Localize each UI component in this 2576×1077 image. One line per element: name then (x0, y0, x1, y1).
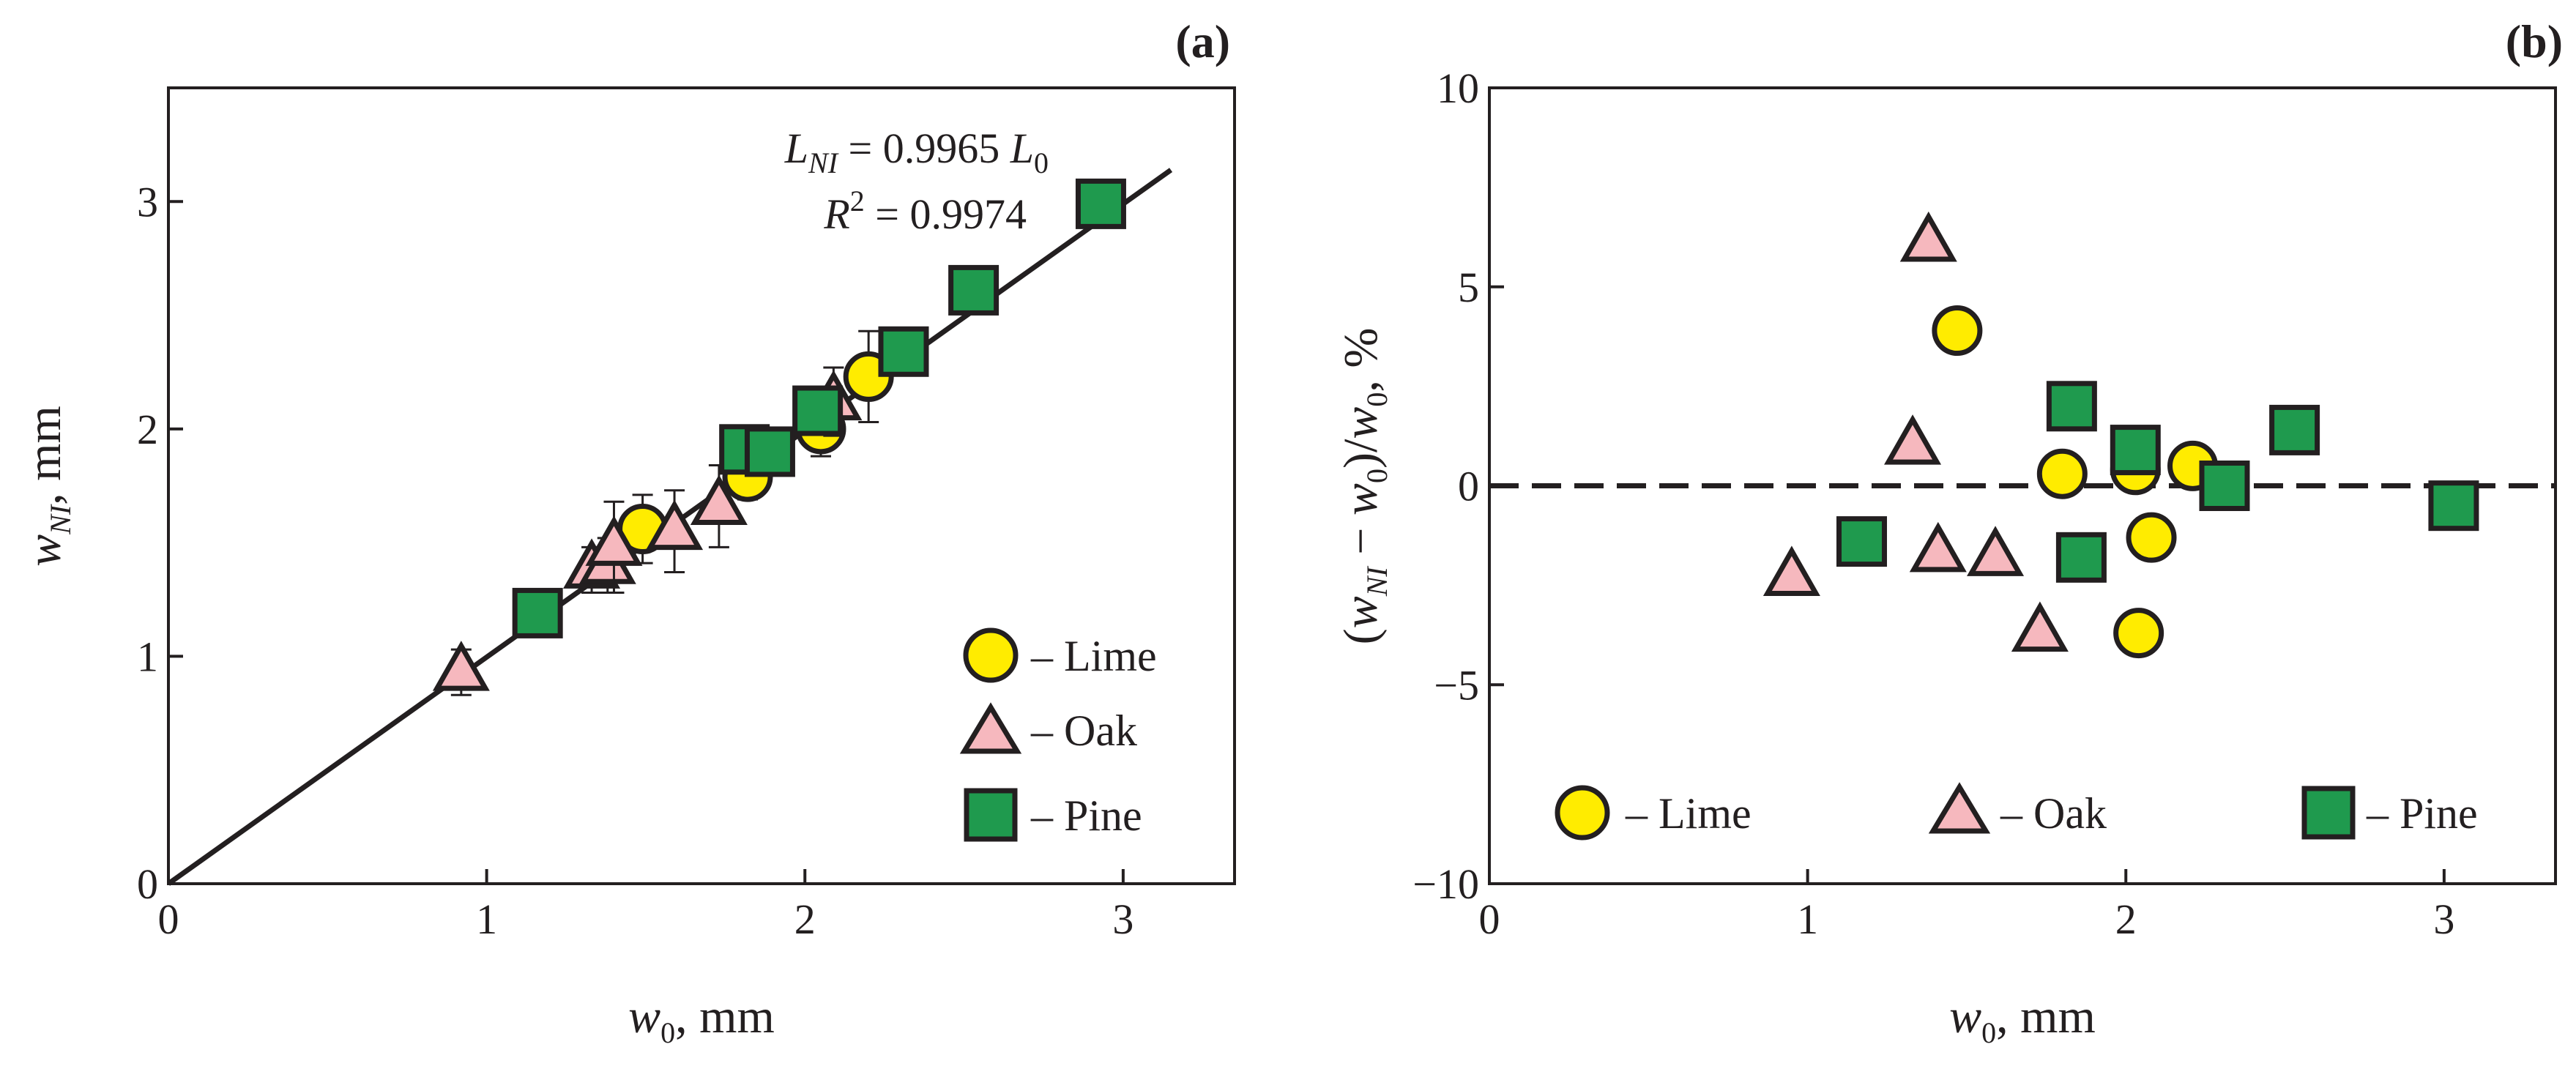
pine-point (792, 385, 844, 436)
panel-a-chart: (a) 0 1 2 3 0 1 2 3 LNI = 0.9965 L0 R2 = 0.9974… (18, 15, 1236, 1049)
lime-point (2036, 448, 2088, 499)
pine-point (2199, 461, 2250, 511)
panel-b-x-tick-label: 1 (1797, 895, 1818, 943)
panel-b-x-tick-label: 0 (1479, 895, 1500, 943)
pine-point (2046, 381, 2097, 432)
oak-point (1884, 414, 1942, 465)
panel-a-legend-oak-marker (959, 702, 1022, 754)
panel-a-plot-frame (167, 86, 1236, 885)
oak-point (690, 474, 748, 525)
panel-b-y-tick-label: 0 (1458, 463, 1479, 510)
oak-point (1899, 211, 1957, 262)
lime-point (2126, 512, 2177, 563)
panel-a-label: (a) (1175, 15, 1230, 67)
panel-b-legend-oak-marker (1928, 782, 1991, 834)
oak-point (1909, 521, 1967, 573)
oak-point (1967, 526, 2025, 576)
panel-b-y-tick-label: 10 (1437, 64, 1479, 112)
panel-a-legend-oak-label: – Oak (1030, 707, 1137, 755)
panel-b-legend-lime-label: – Lime (1625, 789, 1752, 838)
pine-point (2269, 404, 2320, 455)
pine-point (744, 426, 795, 477)
panel-a-fit-equation: LNI = 0.9965 L0 (784, 124, 1049, 179)
pine-point (948, 264, 999, 316)
panel-b-legend-lime-marker (1555, 785, 1610, 841)
panel-b-x-axis-title: w0, mm (1949, 990, 2096, 1049)
pine-point (878, 326, 929, 377)
panel-b-legend: – Lime – Oak – Pine (1555, 782, 2478, 841)
panel-a-x-tick-label: 2 (794, 895, 816, 943)
oak-point (1762, 545, 1820, 597)
panel-a-x-tick-label: 0 (158, 895, 179, 943)
pine-point (1836, 516, 1888, 567)
oak-point (646, 499, 704, 551)
panel-b-chart: (b) 0 1 2 3 −10 −5 0 5 10 – Lime – Oak – Pine w0… (1334, 15, 2563, 1049)
panel-a-legend-lime-label: – Lime (1030, 632, 1157, 680)
panel-b-ticks: 0 1 2 3 −10 −5 0 5 10 (1412, 64, 2454, 943)
panel-b-y-axis-title: (wNI − w0)/w0, % (1334, 328, 1393, 645)
panel-b-y-tick-label: −5 (1434, 661, 1479, 709)
panel-a-y-axis-title: wNI, mm (18, 406, 77, 567)
panel-a-x-tick-label: 1 (476, 895, 497, 943)
panel-a-y-tick-label: 1 (137, 633, 158, 680)
oak-point (432, 641, 490, 691)
panel-a-y-tick-label: 2 (137, 406, 158, 453)
pine-point (2110, 425, 2161, 476)
panel-b-points (1762, 211, 2479, 659)
panel-b-x-tick-label: 2 (2115, 895, 2137, 943)
panel-a-points (432, 178, 1126, 696)
panel-a-r-squared: R2 = 0.9974 (823, 185, 1027, 238)
pine-point (2055, 532, 2107, 583)
panel-a-x-axis-title: w0, mm (628, 990, 775, 1049)
oak-point (2011, 601, 2069, 652)
oak-point (585, 515, 643, 566)
panel-b-label: (b) (2506, 15, 2563, 67)
panel-b-legend-pine-label: – Pine (2366, 789, 2478, 838)
panel-a-y-tick-label: 3 (137, 178, 158, 226)
panel-a-ticks: 0 1 2 3 0 1 2 3 (137, 178, 1133, 943)
panel-a-legend-pine-marker (964, 788, 1018, 842)
panel-a-legend: – Lime – Oak – Pine (959, 627, 1157, 842)
pine-point (2428, 480, 2479, 532)
panel-b-x-tick-label: 3 (2433, 895, 2454, 943)
panel-b-legend-oak-label: – Oak (2000, 789, 2107, 838)
panel-a-legend-pine-label: – Pine (1030, 791, 1142, 840)
lime-point (1932, 305, 1983, 357)
panel-b-legend-pine-marker (2301, 786, 2356, 840)
panel-b-y-tick-label: 5 (1458, 264, 1479, 311)
panel-a-x-tick-label: 3 (1112, 895, 1133, 943)
panel-b-y-tick-label: −10 (1412, 860, 1479, 908)
panel-a-legend-lime-marker (963, 627, 1019, 683)
lime-point (2113, 608, 2164, 659)
pine-point (512, 587, 563, 638)
panel-a-y-tick-label: 0 (137, 860, 158, 908)
pine-point (1075, 178, 1126, 229)
